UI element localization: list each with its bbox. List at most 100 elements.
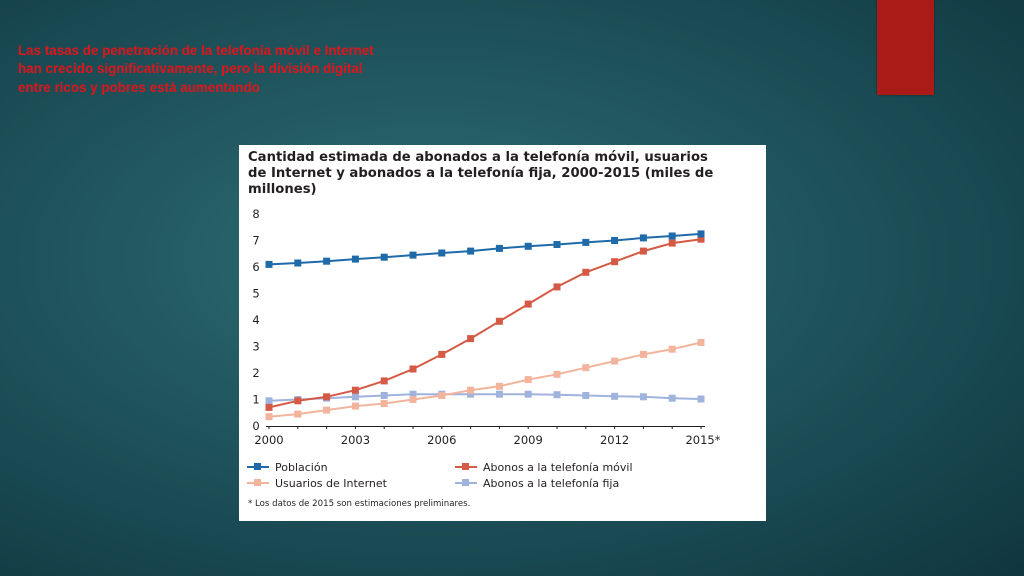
data-point xyxy=(697,235,705,243)
data-point xyxy=(524,390,532,398)
data-point xyxy=(438,249,446,257)
data-point xyxy=(351,402,359,410)
data-point xyxy=(582,392,590,399)
x-tick-label: 2006 xyxy=(427,433,456,447)
data-point xyxy=(380,392,388,399)
legend-item-telefonia-fija: Abonos a la telefonía fija xyxy=(455,475,619,491)
legend-swatch-telefonia-movil xyxy=(455,463,477,470)
x-tick-label: 2000 xyxy=(254,433,283,447)
data-point xyxy=(668,394,676,402)
y-tick-label: 2 xyxy=(252,366,259,380)
series-line xyxy=(268,238,702,409)
data-point xyxy=(524,242,532,250)
data-point xyxy=(294,397,302,405)
data-point xyxy=(467,390,475,398)
data-point xyxy=(639,393,647,401)
data-point xyxy=(380,400,388,407)
data-point xyxy=(639,350,647,358)
data-point xyxy=(611,392,619,400)
data-point xyxy=(495,390,503,398)
data-point xyxy=(265,403,273,411)
data-point xyxy=(265,260,273,268)
y-tick-label: 5 xyxy=(252,287,259,301)
legend-label: Población xyxy=(275,460,328,474)
legend-item-telefonia-movil: Abonos a la telefonía móvil xyxy=(455,459,633,475)
accent-bar xyxy=(877,0,934,95)
y-tick-label: 0 xyxy=(252,419,259,433)
data-point xyxy=(351,393,359,401)
data-point xyxy=(639,247,647,255)
legend-label: Usuarios de Internet xyxy=(275,476,387,490)
data-point xyxy=(438,350,446,358)
data-point xyxy=(553,241,561,248)
data-point xyxy=(639,234,647,242)
chart-series xyxy=(265,230,705,421)
legend-swatch-usuarios-internet xyxy=(247,479,269,486)
legend-swatch-poblacion xyxy=(247,463,269,470)
data-point xyxy=(668,239,676,247)
data-point xyxy=(697,395,705,403)
data-point xyxy=(668,345,676,353)
line-chart: 0 1 2 3 4 5 6 7 8 2000 2003 2006 2009 2012 2015* xyxy=(252,207,720,447)
data-point xyxy=(265,397,273,405)
chart-figure: Cantidad estimada de abonados a la telef… xyxy=(239,145,766,521)
data-point xyxy=(351,386,359,394)
data-point xyxy=(467,335,475,343)
data-point xyxy=(611,357,619,365)
x-tick-label: 2015* xyxy=(685,433,720,447)
y-tick-label: 1 xyxy=(252,393,259,407)
data-point xyxy=(409,365,417,373)
data-point xyxy=(697,230,705,238)
data-point xyxy=(323,393,331,401)
y-tick-label: 7 xyxy=(252,234,259,248)
legend-swatch-telefonia-fija xyxy=(455,479,477,486)
x-tick-label: 2003 xyxy=(341,433,370,447)
x-tick-label: 2012 xyxy=(600,433,629,447)
data-point xyxy=(611,258,619,266)
data-point xyxy=(467,386,475,394)
data-point xyxy=(294,259,302,267)
data-point xyxy=(668,232,676,240)
legend-label: Abonos a la telefonía fija xyxy=(483,476,620,490)
series-line xyxy=(268,232,702,266)
data-point xyxy=(524,300,532,308)
series-line xyxy=(268,341,702,418)
legend-label: Abonos a la telefonía móvil xyxy=(483,460,633,474)
data-point xyxy=(380,253,388,261)
data-point xyxy=(380,377,388,385)
legend-item-usuarios-internet: Usuarios de Internet xyxy=(247,475,387,491)
chart-axes: 0 1 2 3 4 5 6 7 8 2000 2003 2006 2009 2012 2015* xyxy=(252,207,720,447)
data-point xyxy=(438,392,446,399)
data-point xyxy=(553,370,561,378)
y-tick-label: 8 xyxy=(252,207,259,221)
data-point xyxy=(467,247,475,255)
data-point xyxy=(495,244,503,252)
data-point xyxy=(553,283,561,291)
series-line xyxy=(268,393,702,402)
y-tick-label: 3 xyxy=(252,340,259,354)
data-point xyxy=(582,364,590,372)
data-point xyxy=(553,391,561,399)
chart-title: Cantidad estimada de abonados a la telef… xyxy=(248,150,714,197)
x-tick-label: 2009 xyxy=(514,433,543,447)
data-point xyxy=(409,396,417,403)
data-point xyxy=(409,390,417,398)
data-point xyxy=(582,268,590,276)
data-point xyxy=(524,376,532,384)
data-point xyxy=(611,237,619,244)
data-point xyxy=(697,339,705,346)
data-point xyxy=(351,255,359,263)
data-point xyxy=(409,251,417,259)
data-point xyxy=(582,238,590,246)
data-point xyxy=(323,257,331,265)
data-point xyxy=(294,410,302,418)
y-tick-label: 4 xyxy=(252,313,259,327)
legend-item-poblacion: Población xyxy=(247,459,328,475)
chart-footnote: * Los datos de 2015 son estimaciones pre… xyxy=(248,499,471,509)
y-tick-label: 6 xyxy=(252,260,259,274)
data-point xyxy=(323,406,331,414)
data-point xyxy=(265,413,273,421)
data-point xyxy=(495,382,503,390)
slide-caption: Las tasas de penetración de la telefonía… xyxy=(18,43,374,95)
data-point xyxy=(495,317,503,325)
